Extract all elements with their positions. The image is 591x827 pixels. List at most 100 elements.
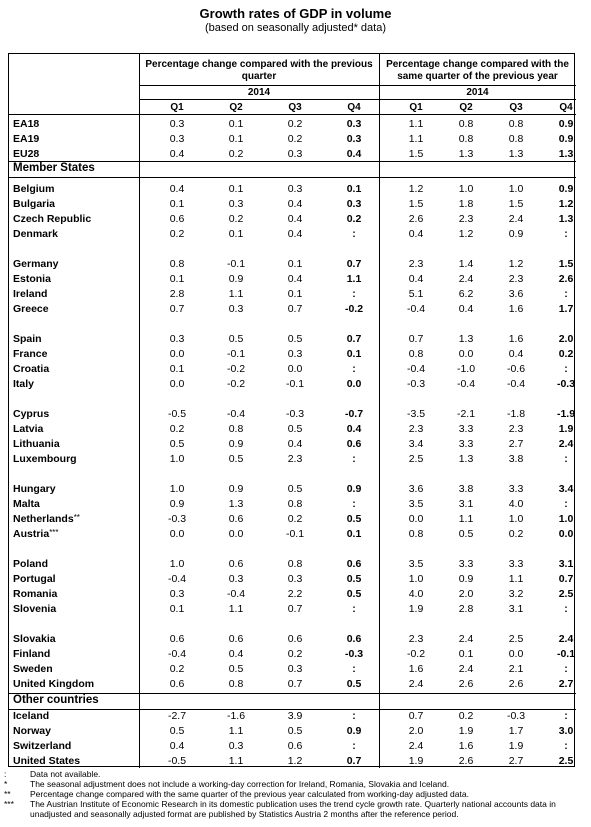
qoq-value-q4: : <box>352 453 356 465</box>
table-row: Italy 0.0 -0.2 -0.1 0.0 -0.3 -0.4 -0.4 -0.3 <box>9 377 576 392</box>
yoy-value-q3: 1.0 <box>508 513 524 525</box>
yoy-value-q3: -1.8 <box>506 408 526 420</box>
table-row: Greece 0.7 0.3 0.7 -0.2 -0.4 0.4 1.6 1.7 <box>9 302 576 317</box>
yoy-value-q3: 3.8 <box>508 453 524 465</box>
country-name: Denmark <box>13 227 58 242</box>
yoy-value-q3: 2.7 <box>508 755 524 767</box>
yoy-value-q3: 3.3 <box>508 558 524 570</box>
yoy-value-q3: 4.0 <box>508 498 524 510</box>
country-label: Luxembourg <box>13 453 77 465</box>
yoy-value-q3: 0.0 <box>508 648 524 660</box>
qoq-value-q1: -0.4 <box>167 648 187 660</box>
qoq-value-q2: 0.5 <box>228 663 244 675</box>
qoq-value-q2: -0.1 <box>226 258 246 270</box>
yoy-value-q1: 2.0 <box>408 725 424 737</box>
yoy-value-q1: 0.4 <box>408 273 424 285</box>
country-label: Switzerland <box>13 740 72 752</box>
qoq-value-q4: 0.4 <box>346 423 362 435</box>
qoq-value-q2: -0.4 <box>226 408 246 420</box>
qoq-value-q1: 1.0 <box>169 483 185 495</box>
country-label: EA18 <box>13 118 40 130</box>
yoy-value-q1: 0.4 <box>408 228 424 240</box>
qoq-value-q3: 0.7 <box>287 303 303 315</box>
yoy-value-q1: 1.2 <box>408 183 424 195</box>
qoq-value-q1: 0.6 <box>169 213 185 225</box>
country-label: EU28 <box>13 148 40 160</box>
qoq-value-q4: -0.7 <box>344 408 364 420</box>
qoq-value-q1: 0.5 <box>169 438 185 450</box>
qoq-value-q1: 0.1 <box>169 603 185 615</box>
country-label: Romania <box>13 588 58 600</box>
qoq-value-q4: 0.9 <box>346 483 362 495</box>
yoy-value-q2: 2.8 <box>458 603 474 615</box>
qoq-value-q3: 0.7 <box>287 603 303 615</box>
yoy-value-q4: 1.7 <box>558 303 574 315</box>
yoy-value-q2: -1.0 <box>456 363 476 375</box>
yoy-value-q4: 1.5 <box>558 258 574 270</box>
yoy-value-q2: 1.8 <box>458 198 474 210</box>
quarter-header: Q4 <box>347 102 361 113</box>
yoy-value-q1: -0.4 <box>406 303 426 315</box>
country-name: Latvia <box>13 422 43 437</box>
yoy-value-q2: 1.3 <box>458 333 474 345</box>
country-label: Netherlands <box>13 513 74 525</box>
yoy-value-q2: 1.9 <box>458 725 474 737</box>
country-label: Slovakia <box>13 633 56 645</box>
qoq-value-q2: 0.9 <box>228 273 244 285</box>
qoq-value-q1: 0.4 <box>169 183 185 195</box>
qoq-value-q1: 0.0 <box>169 528 185 540</box>
yoy-value-q3: 3.1 <box>508 603 524 615</box>
qoq-value-q4: 1.1 <box>346 273 362 285</box>
yoy-value-q2: 2.3 <box>458 213 474 225</box>
country-label: Greece <box>13 303 49 315</box>
yoy-value-q3: -0.4 <box>506 378 526 390</box>
country-name: Norway <box>13 724 51 739</box>
country-name: Switzerland <box>13 739 71 754</box>
yoy-value-q1: 2.4 <box>408 740 424 752</box>
qoq-value-q4: : <box>352 228 356 240</box>
yoy-value-q3: -0.6 <box>506 363 526 375</box>
footnote-mark: * <box>4 779 8 789</box>
column-divider <box>139 54 140 768</box>
yoy-value-q3: 1.0 <box>508 183 524 195</box>
yoy-value-q4: : <box>564 603 568 615</box>
qoq-value-q3: 0.5 <box>287 333 303 345</box>
yoy-value-q4: 1.2 <box>558 198 574 210</box>
yoy-value-q4: 1.3 <box>558 213 574 225</box>
footnote-marker: *** <box>49 528 59 537</box>
yoy-value-q3: 2.4 <box>508 213 524 225</box>
country-label: Portugal <box>13 573 56 585</box>
page-subtitle: (based on seasonally adjusted* data) <box>204 22 386 34</box>
footnote-line: ** Percentage change compared with the sa… <box>4 789 589 799</box>
yoy-value-q3: 1.6 <box>508 303 524 315</box>
header-bottom-rule <box>9 114 576 115</box>
yoy-value-q1: 2.3 <box>408 633 424 645</box>
country-name: Slovakia <box>13 632 56 647</box>
table-row: Czech Republic 0.6 0.2 0.4 0.2 2.6 2.3 2.4 1.3 <box>9 212 576 227</box>
qoq-value-q3: 0.3 <box>287 148 303 160</box>
country-label: Iceland <box>13 710 50 722</box>
yoy-value-q2: 3.3 <box>458 423 474 435</box>
qoq-value-q2: 0.3 <box>228 740 244 752</box>
yoy-value-q2: 1.3 <box>458 453 474 465</box>
table-row: Cyprus -0.5 -0.4 -0.3 -0.7 -3.5 -2.1 -1.8 -1.9 <box>9 407 576 422</box>
qoq-value-q2: 0.9 <box>228 438 244 450</box>
qoq-value-q4: 0.1 <box>346 348 362 360</box>
qoq-value-q4: : <box>352 363 356 375</box>
country-name: Malta <box>13 497 40 512</box>
quarter-header: Q4 <box>559 102 573 113</box>
section-title: Other countries <box>13 694 99 706</box>
qoq-value-q1: -0.5 <box>167 755 187 767</box>
yoy-value-q1: 1.5 <box>408 198 424 210</box>
qoq-value-q4: 0.5 <box>346 513 362 525</box>
qoq-value-q2: 1.3 <box>228 498 244 510</box>
table-row: EU28 0.4 0.2 0.3 0.4 1.5 1.3 1.3 1.3 <box>9 147 576 162</box>
header-group-yoy: Percentage change compared with the same… <box>386 59 569 82</box>
section-rule <box>9 177 576 178</box>
yoy-value-q2: 1.4 <box>458 258 474 270</box>
qoq-value-q4: : <box>352 288 356 300</box>
table-row: Netherlands** -0.3 0.6 0.2 0.5 0.0 1.1 1.0 1.0 <box>9 512 576 527</box>
qoq-value-q3: 1.2 <box>287 755 303 767</box>
country-name: France <box>13 347 47 362</box>
qoq-value-q1: 0.0 <box>169 348 185 360</box>
